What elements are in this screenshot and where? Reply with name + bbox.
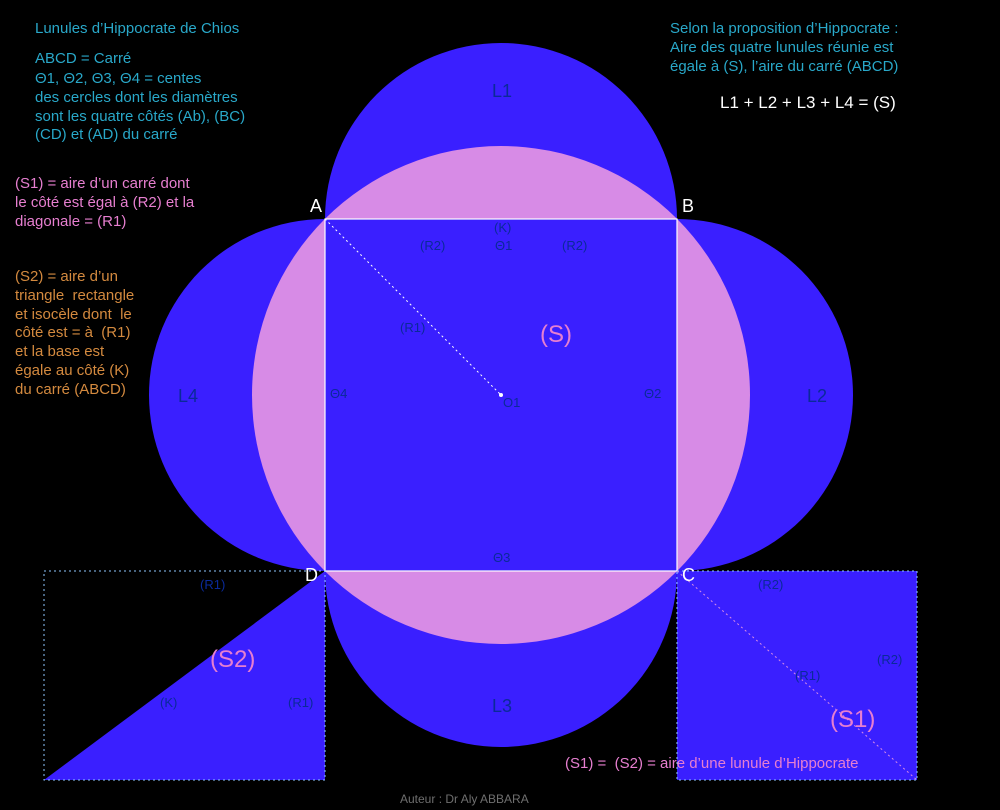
label-S: (S)	[540, 320, 572, 350]
diagram-stage: { "canvas": { "w": 1000, "h": 810, "bg":…	[0, 0, 1000, 810]
right-top: Selon la proposition d’Hippocrate : Aire…	[670, 20, 898, 76]
title-left: Lunules d’Hippocrate de Chios	[35, 20, 239, 39]
formula: L1 + L2 + L3 + L4 = (S)	[720, 92, 896, 113]
label-L4: L4	[178, 385, 198, 408]
theta-def: Θ1, Θ2, Θ3, Θ4 = centes des cercles dont…	[35, 70, 245, 145]
s1-def: (S1) = aire d’un carré dont le côté est …	[15, 175, 194, 231]
sq-R1: (R1)	[795, 668, 820, 684]
label-Th2: Θ2	[644, 386, 661, 402]
bottom-eq: (S1) = (S2) = aire d’une lunule d’Hippoc…	[565, 755, 859, 774]
label-R2b: (R2)	[562, 238, 587, 254]
vertex-A: A	[310, 195, 322, 218]
label-S1: (S1)	[830, 705, 875, 735]
label-L1: L1	[492, 80, 512, 103]
tri-R1a: (R1)	[200, 577, 225, 593]
tri-K: (K)	[160, 695, 177, 711]
label-L3: L3	[492, 695, 512, 718]
label-R1: (R1)	[400, 320, 425, 336]
vertex-D: D	[305, 564, 318, 587]
label-O1: O1	[503, 395, 520, 411]
label-L2: L2	[807, 385, 827, 408]
label-Th1: Θ1	[495, 238, 512, 254]
tri-R1b: (R1)	[288, 695, 313, 711]
label-K: (K)	[494, 220, 511, 236]
vertex-C: C	[682, 564, 695, 587]
label-R2a: (R2)	[420, 238, 445, 254]
abcd-label: ABCD = Carré	[35, 50, 131, 69]
vertex-B: B	[682, 195, 694, 218]
label-S2: (S2)	[210, 645, 255, 675]
sq-R2a: (R2)	[758, 577, 783, 593]
label-Th3: Θ3	[493, 550, 510, 566]
sq-R2b: (R2)	[877, 652, 902, 668]
label-Th4: Θ4	[330, 386, 347, 402]
s2-def: (S2) = aire d’un triangle rectangle et i…	[15, 268, 134, 399]
author: Auteur : Dr Aly ABBARA	[400, 792, 529, 807]
